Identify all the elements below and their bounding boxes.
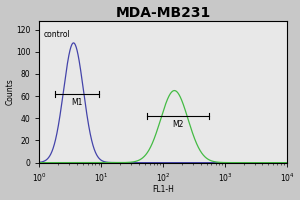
Text: M1: M1 (71, 98, 82, 107)
Text: M2: M2 (172, 120, 184, 129)
X-axis label: FL1-H: FL1-H (152, 185, 174, 194)
Y-axis label: Counts: Counts (6, 78, 15, 105)
Text: control: control (43, 30, 70, 39)
Title: MDA-MB231: MDA-MB231 (116, 6, 211, 20)
